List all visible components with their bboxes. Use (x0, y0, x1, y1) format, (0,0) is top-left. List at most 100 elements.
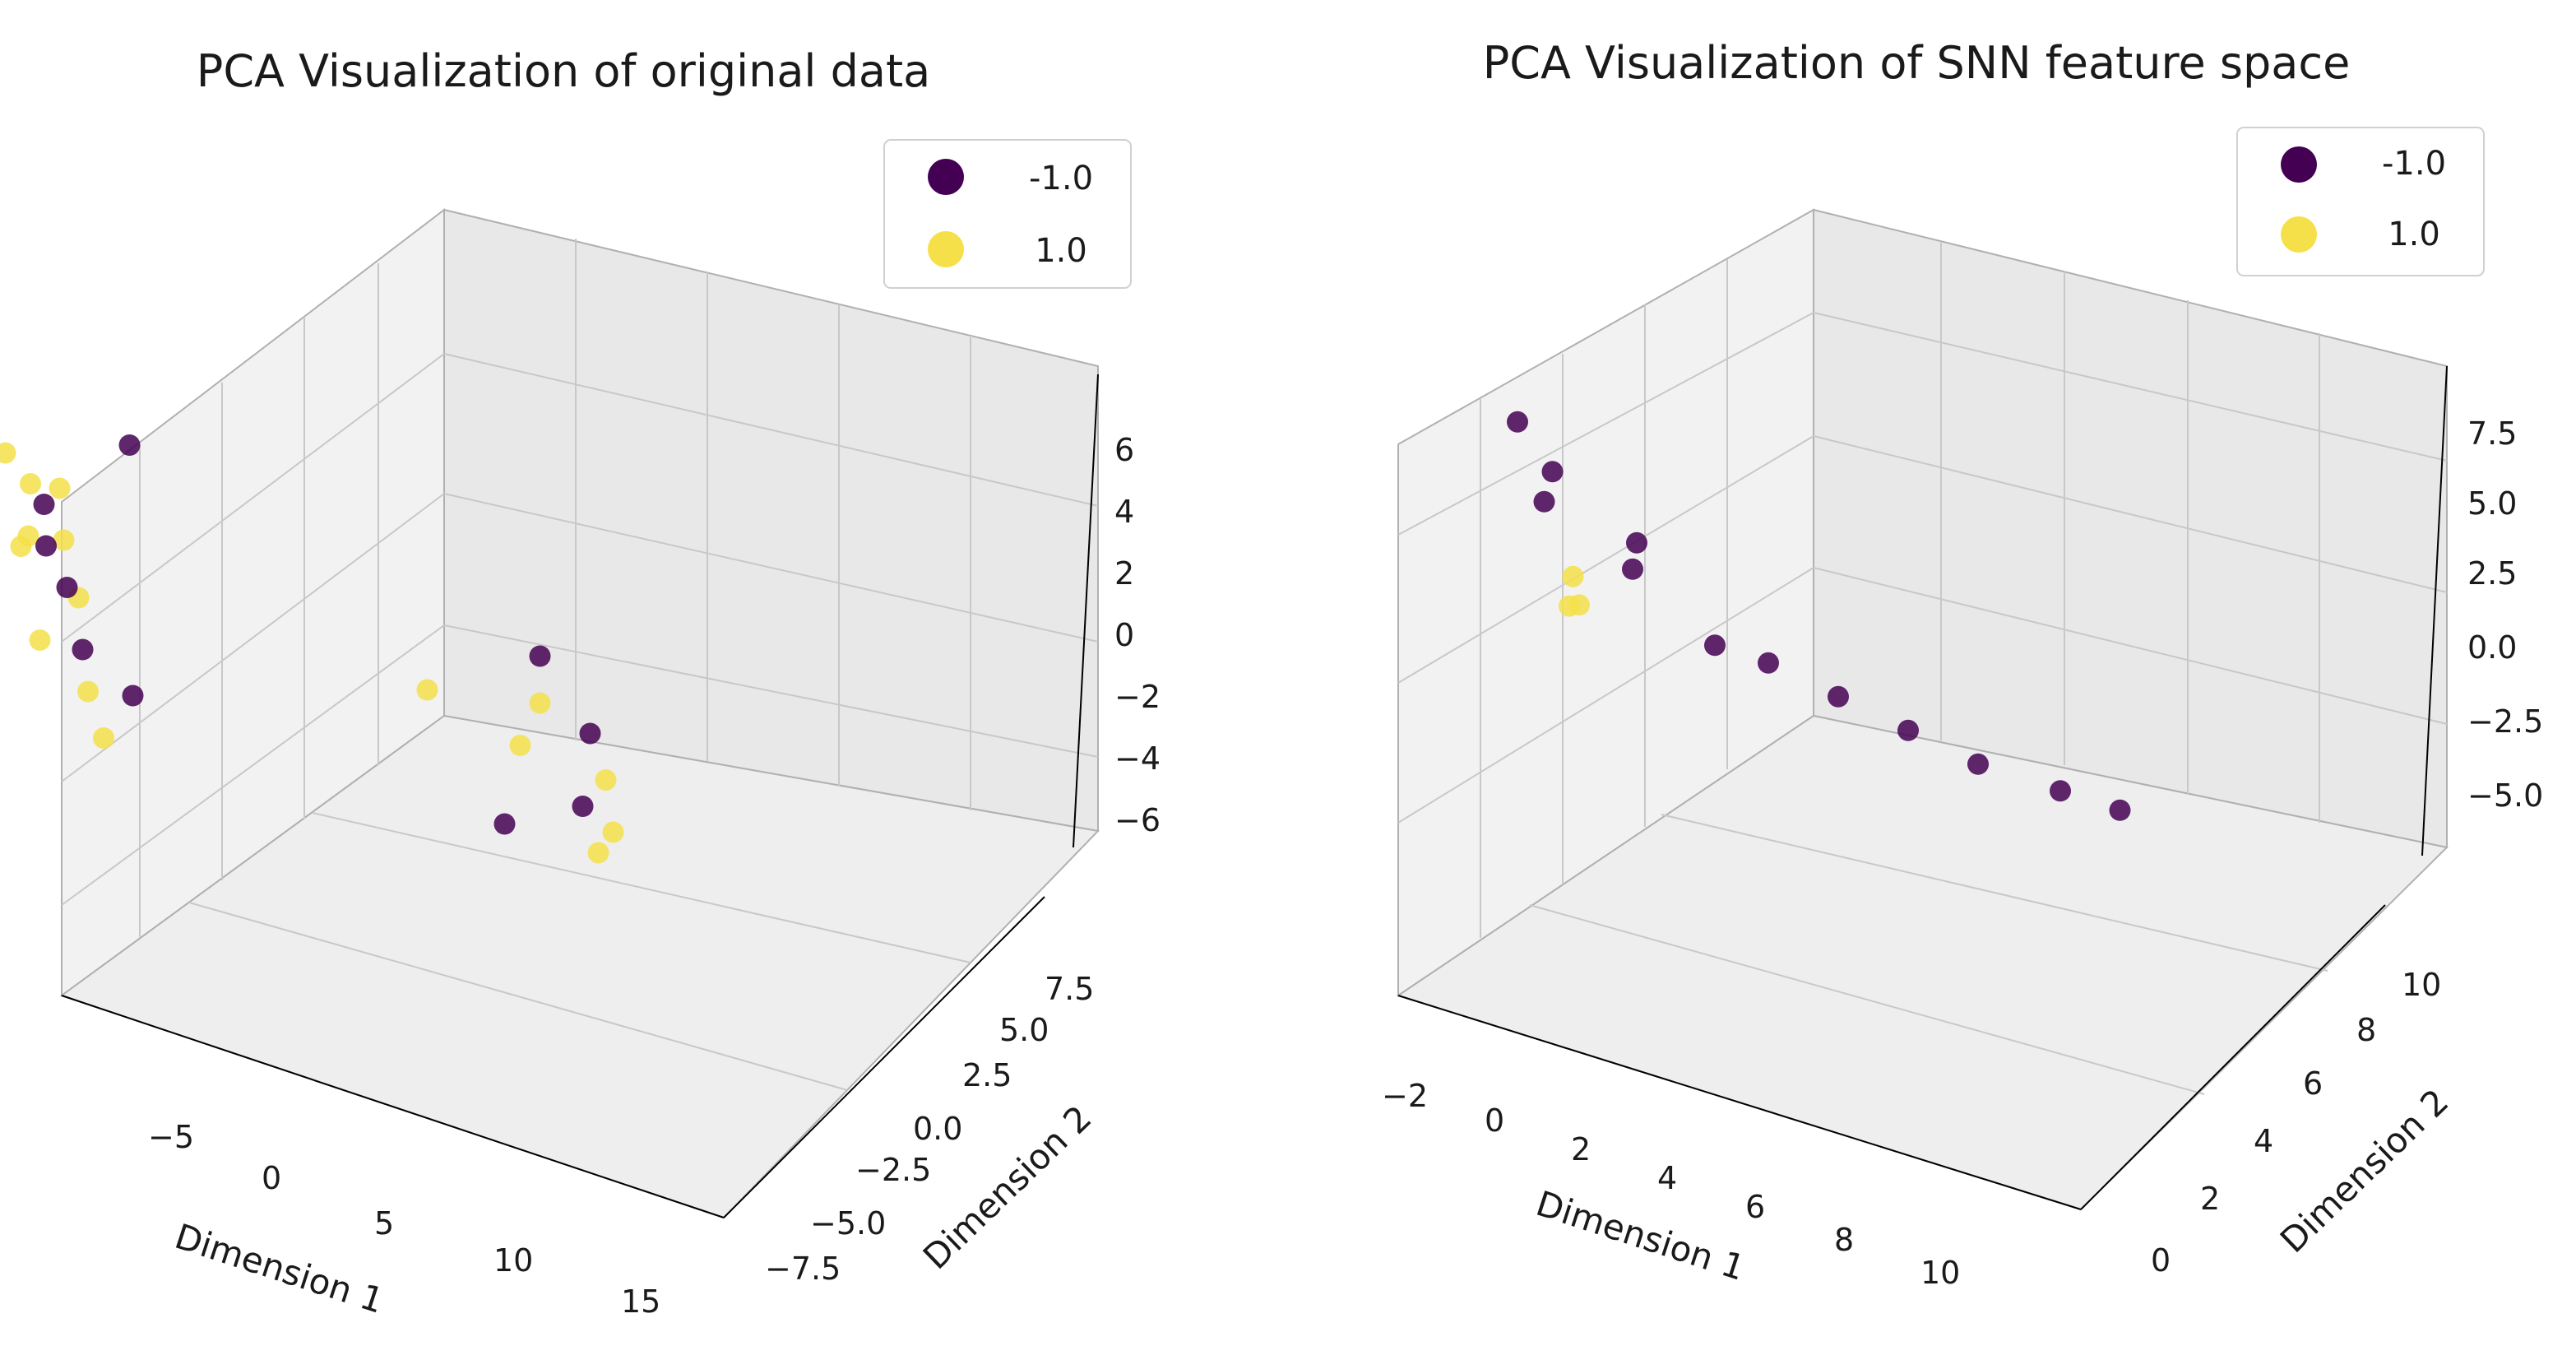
z-axis-line (1073, 374, 1099, 848)
y-tick-label: 7.5 (1045, 971, 1094, 1007)
scatter-point-class-pos (17, 525, 39, 547)
scatter-point-class-neg (56, 577, 78, 598)
scatter-point-class-pos (49, 477, 71, 499)
scatter-point-class-neg (35, 535, 57, 557)
scatter-point-class-neg (1533, 490, 1555, 513)
scatter-point-class-neg (1507, 411, 1528, 433)
y-tick-labels: 0 2 4 6 8 10 (2151, 967, 2441, 1279)
legend-box (2236, 127, 2485, 276)
scatter-point-class-neg (33, 494, 55, 515)
scatter-point-class-neg (1758, 652, 1779, 674)
scatter-point-class-pos (587, 842, 609, 864)
x-tick-labels: −2 0 2 4 6 8 10 (1382, 1078, 1960, 1291)
z-tick-label: −6 (1114, 802, 1161, 838)
scatter-point-class-pos (20, 473, 41, 494)
x-tick-label: 8 (1834, 1222, 1854, 1258)
scatter-point-class-neg (72, 638, 94, 661)
x-axis-label: Dimension 1 (1531, 1183, 1750, 1288)
scatter-point-class-pos (1559, 595, 1580, 617)
z-tick-label: −2.5 (2467, 703, 2543, 740)
scatter-point-class-neg (2050, 780, 2071, 802)
points-2 (1507, 411, 2131, 821)
z-tick-label: −2 (1114, 679, 1161, 715)
x-tick-label: 4 (1657, 1160, 1677, 1196)
z-tick-labels: −6 −4 −2 0 2 4 6 (1114, 432, 1161, 838)
y-tick-label: 4 (2254, 1123, 2273, 1159)
x-tick-label: 0 (1485, 1102, 1504, 1139)
y-tick-labels: −7.5 −5.0 −2.5 0.0 2.5 5.0 7.5 (765, 971, 1094, 1287)
x-axis-label: Dimension 1 (170, 1216, 389, 1321)
y-tick-label: 10 (2402, 967, 2441, 1003)
z-tick-label: 7.5 (2467, 415, 2517, 452)
legend-label: -1.0 (2382, 145, 2446, 183)
z-tick-label: −5.0 (2467, 777, 2543, 814)
y-tick-label: 2.5 (962, 1057, 1012, 1093)
scatter-point-class-neg (529, 645, 551, 667)
points-1 (0, 434, 624, 864)
scatter-point-class-pos (77, 680, 99, 703)
legend-label: -1.0 (1029, 160, 1093, 197)
y-tick-label: −7.5 (765, 1251, 841, 1287)
scatter-point-class-pos (509, 735, 531, 756)
z-axis-line (2421, 365, 2448, 856)
x-axis-line (61, 995, 725, 1218)
z-tick-label: −4 (1114, 740, 1161, 777)
scatter-point-class-pos (93, 727, 114, 749)
legend: -1.0 1.0 (883, 139, 1132, 289)
x-tick-label: 2 (1571, 1131, 1591, 1167)
legend-marker-neg (928, 159, 964, 195)
legend-label: 1.0 (1035, 232, 1087, 270)
legend-label: 1.0 (2388, 216, 2440, 253)
y-tick-label: 5.0 (999, 1012, 1049, 1048)
scatter-point-class-neg (1897, 719, 1919, 741)
scatter-point-class-pos (595, 769, 617, 791)
y-tick-label: −5.0 (810, 1205, 886, 1242)
y-tick-label: 8 (2356, 1012, 2376, 1048)
x-tick-label: 15 (621, 1283, 660, 1320)
y-tick-label: 0 (2151, 1242, 2171, 1279)
z-tick-label: 0.0 (2467, 629, 2517, 666)
scatter-point-class-neg (1704, 634, 1726, 657)
y-tick-label: −2.5 (855, 1152, 931, 1188)
z-tick-label: 5.0 (2467, 485, 2517, 522)
legend-box (883, 139, 1132, 289)
scatter-point-class-neg (118, 434, 141, 456)
scatter-point-class-neg (1622, 558, 1643, 580)
scatter-point-class-neg (1626, 531, 1647, 554)
scatter-point-class-pos (53, 529, 75, 551)
z-tick-label: 0 (1114, 617, 1134, 653)
y-axis-label: Dimension 2 (2273, 1081, 2456, 1260)
scatter-point-class-pos (416, 679, 438, 701)
x-tick-label: −5 (148, 1119, 194, 1155)
scatter-point-class-pos (602, 821, 624, 843)
scatter-point-class-neg (1828, 685, 1849, 708)
x-tick-label: 5 (374, 1205, 394, 1242)
x-tick-label: −2 (1382, 1078, 1428, 1114)
chart-title: PCA Visualization of SNN feature space (1483, 37, 2351, 89)
chart-title: PCA Visualization of original data (197, 45, 930, 97)
y-axis-line (723, 896, 1045, 1218)
scatter-point-class-pos (529, 692, 551, 714)
x-tick-label: 0 (262, 1160, 281, 1196)
y-tick-label: 6 (2303, 1065, 2323, 1102)
z-tick-label: 6 (1114, 432, 1134, 468)
scatter-point-class-neg (2109, 799, 2131, 821)
y-axis-line (2080, 904, 2386, 1210)
chart-1: −5 0 5 10 15 −7.5 −5.0 −2.5 0.0 2.5 5.0 … (0, 45, 1161, 1321)
z-tick-label: 4 (1114, 494, 1134, 530)
z-tick-label: 2.5 (2467, 555, 2517, 592)
x-tick-labels: −5 0 5 10 15 (148, 1119, 660, 1320)
y-tick-label: 0.0 (913, 1111, 962, 1147)
z-tick-label: 2 (1114, 555, 1134, 592)
legend: -1.0 1.0 (2236, 127, 2485, 276)
y-tick-label: 2 (2200, 1181, 2220, 1217)
legend-marker-pos (2281, 216, 2317, 253)
legend-marker-pos (928, 231, 964, 267)
x-tick-label: 6 (1745, 1189, 1765, 1225)
scatter-point-class-pos (29, 629, 51, 651)
x-axis-line (1397, 995, 2082, 1210)
x-tick-label: 10 (1920, 1255, 1960, 1291)
z-tick-labels: −5.0 −2.5 0.0 2.5 5.0 7.5 (2467, 415, 2543, 814)
x-tick-label: 10 (493, 1242, 533, 1279)
chart-2: −2 0 2 4 6 8 10 0 2 4 6 8 10 −5.0 −2.5 0… (1382, 37, 2543, 1291)
